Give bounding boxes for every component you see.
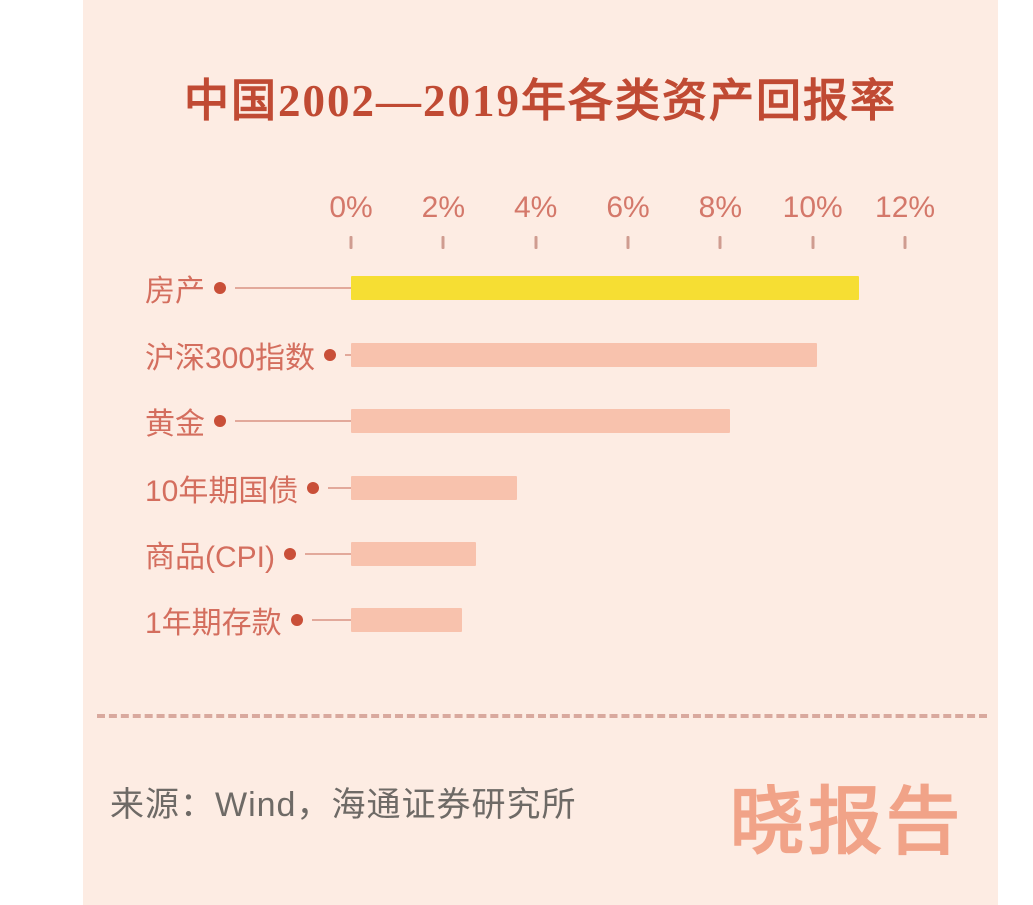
- x-axis-tick-mark: [441, 236, 445, 249]
- chart-card: 中国2002—2019年各类资产回报率 0% 2% 4% 6% 8% 10% 12% 房产沪…: [83, 0, 998, 905]
- x-axis-tick-mark: [903, 236, 907, 249]
- leader-line: [235, 420, 351, 422]
- leader-line: [305, 553, 351, 555]
- chart-row: 1年期存款: [83, 598, 998, 642]
- x-axis-tick-label: 8%: [698, 191, 743, 224]
- row-label-group: 沪深300指数: [145, 333, 351, 377]
- x-axis-tick-label: 2%: [421, 191, 466, 224]
- leader-line: [345, 353, 351, 356]
- x-axis-tick-label: 4%: [513, 191, 558, 224]
- chart-title: 中国2002—2019年各类资产回报率: [183, 76, 897, 126]
- watermark-logo: 晓报告: [730, 780, 964, 863]
- x-axis-tick-label: 0%: [329, 191, 373, 224]
- row-label-group: 商品(CPI): [145, 532, 351, 576]
- chart-row: 10年期国债: [83, 466, 998, 510]
- chart-row: 房产: [83, 266, 998, 310]
- chart-row: 黄金: [83, 399, 998, 443]
- category-label: 1年期存款: [145, 607, 282, 640]
- x-axis: 0% 2% 4% 6% 8% 10% 12%: [83, 0, 998, 260]
- x-axis-tick-mark: [811, 236, 815, 249]
- x-axis-tick-label: 12%: [875, 191, 936, 224]
- leader-dot-icon: [214, 282, 226, 294]
- x-axis-tick-mark: [349, 236, 353, 249]
- category-label: 房产: [145, 275, 205, 308]
- leader-dot-icon: [284, 548, 296, 560]
- leader-dot-icon: [214, 415, 226, 427]
- category-label: 黄金: [145, 408, 205, 441]
- x-axis-tick-mark: [718, 236, 722, 249]
- leader-dot-icon: [307, 481, 320, 494]
- leader-line: [328, 486, 351, 489]
- row-label-group: 黄金: [145, 399, 351, 443]
- chart-bar: [351, 542, 476, 566]
- x-axis-tick-mark: [626, 236, 630, 249]
- chart-bar: [351, 475, 518, 500]
- category-label: 沪深300指数: [145, 341, 316, 375]
- leader-line: [235, 287, 351, 289]
- x-axis-tick-label: 6%: [606, 191, 650, 224]
- leader-line: [311, 619, 351, 621]
- row-label-group: 1年期存款: [145, 598, 351, 642]
- divider: [97, 714, 987, 718]
- chart-bar: [351, 409, 730, 433]
- chart-bar: [351, 342, 818, 367]
- leader-dot-icon: [290, 614, 303, 626]
- chart-row: 商品(CPI): [83, 532, 998, 576]
- chart-bar: [351, 276, 859, 300]
- x-axis-tick-mark: [534, 236, 538, 249]
- chart-bar: [351, 608, 462, 632]
- category-label: 10年期国债: [145, 474, 299, 508]
- row-label-group: 10年期国债: [145, 466, 351, 510]
- x-axis-tick-label: 10%: [782, 191, 843, 224]
- source-text: 来源：Wind，海通证券研究所: [110, 786, 577, 824]
- chart-row: 沪深300指数: [83, 333, 998, 377]
- category-label: 商品(CPI): [145, 541, 275, 574]
- row-label-group: 房产: [145, 266, 351, 310]
- leader-dot-icon: [324, 348, 337, 361]
- bar-rows: 房产沪深300指数 黄金 10年期国债 商品(CPI) 1年期存款: [83, 0, 998, 700]
